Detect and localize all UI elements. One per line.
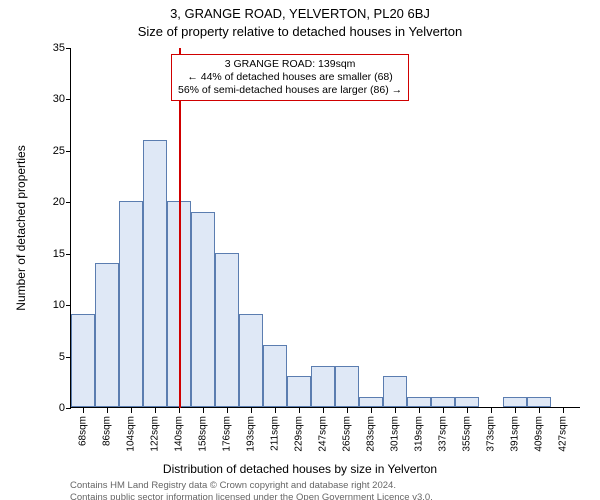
- x-tick-label: 176sqm: [222, 416, 233, 452]
- x-tick-label: 427sqm: [558, 416, 569, 452]
- x-tick-mark: [323, 408, 324, 413]
- x-tick-mark: [395, 408, 396, 413]
- histogram-bar: [311, 366, 335, 407]
- y-tick-label: 20: [41, 196, 65, 208]
- y-axis-label: Number of detached properties: [14, 145, 28, 310]
- histogram-bar: [503, 397, 527, 407]
- page-title: 3, GRANGE ROAD, YELVERTON, PL20 6BJ: [0, 6, 600, 21]
- chart-container: 3, GRANGE ROAD, YELVERTON, PL20 6BJ Size…: [0, 0, 600, 500]
- x-tick-mark: [251, 408, 252, 413]
- histogram-bar: [119, 201, 143, 407]
- y-tick-label: 30: [41, 93, 65, 105]
- annotation-line: 56% of semi-detached houses are larger (…: [178, 84, 402, 97]
- x-tick-mark: [299, 408, 300, 413]
- histogram-bar: [335, 366, 359, 407]
- x-tick-mark: [491, 408, 492, 413]
- x-tick-label: 373sqm: [486, 416, 497, 452]
- x-tick-label: 86sqm: [102, 416, 113, 446]
- x-tick-mark: [227, 408, 228, 413]
- x-tick-mark: [515, 408, 516, 413]
- x-tick-mark: [203, 408, 204, 413]
- y-tick-mark: [66, 305, 71, 306]
- x-tick-label: 158sqm: [198, 416, 209, 452]
- plot-inner: 0510152025303568sqm86sqm104sqm122sqm140s…: [70, 48, 580, 408]
- y-tick-mark: [66, 408, 71, 409]
- histogram-bar: [287, 376, 311, 407]
- x-tick-label: 337sqm: [438, 416, 449, 452]
- x-tick-label: 247sqm: [318, 416, 329, 452]
- y-tick-mark: [66, 48, 71, 49]
- y-tick-label: 25: [41, 145, 65, 157]
- x-tick-label: 140sqm: [174, 416, 185, 452]
- x-tick-label: 391sqm: [510, 416, 521, 452]
- y-tick-mark: [66, 151, 71, 152]
- annotation-line: ← 44% of detached houses are smaller (68…: [178, 71, 402, 84]
- x-tick-label: 229sqm: [294, 416, 305, 452]
- x-tick-label: 122sqm: [150, 416, 161, 452]
- x-tick-label: 355sqm: [462, 416, 473, 452]
- y-tick-label: 10: [41, 299, 65, 311]
- x-tick-label: 409sqm: [534, 416, 545, 452]
- x-tick-mark: [419, 408, 420, 413]
- x-tick-label: 265sqm: [342, 416, 353, 452]
- footer-line-2: Contains public sector information licen…: [70, 492, 433, 500]
- histogram-bar: [191, 212, 215, 407]
- x-tick-mark: [539, 408, 540, 413]
- histogram-bar: [431, 397, 455, 407]
- histogram-bar: [239, 314, 263, 407]
- x-tick-label: 319sqm: [414, 416, 425, 452]
- x-tick-mark: [347, 408, 348, 413]
- histogram-bar: [407, 397, 431, 407]
- histogram-bar: [383, 376, 407, 407]
- x-tick-mark: [155, 408, 156, 413]
- x-tick-label: 193sqm: [246, 416, 257, 452]
- histogram-bar: [71, 314, 95, 407]
- x-tick-mark: [443, 408, 444, 413]
- page-subtitle: Size of property relative to detached ho…: [0, 24, 600, 39]
- annotation-box: 3 GRANGE ROAD: 139sqm← 44% of detached h…: [171, 54, 409, 101]
- x-tick-mark: [131, 408, 132, 413]
- histogram-bar: [527, 397, 551, 407]
- reference-line: [179, 48, 181, 408]
- x-tick-label: 68sqm: [78, 416, 89, 446]
- x-tick-label: 211sqm: [270, 416, 281, 451]
- footer-line-1: Contains HM Land Registry data © Crown c…: [70, 480, 396, 491]
- histogram-bar: [143, 140, 167, 407]
- x-tick-label: 283sqm: [366, 416, 377, 452]
- x-tick-mark: [179, 408, 180, 413]
- annotation-line: 3 GRANGE ROAD: 139sqm: [178, 58, 402, 71]
- y-tick-mark: [66, 202, 71, 203]
- histogram-bar: [359, 397, 383, 407]
- histogram-bar: [215, 253, 239, 407]
- x-tick-label: 104sqm: [126, 416, 137, 452]
- histogram-bar: [455, 397, 479, 407]
- histogram-bar: [263, 345, 287, 407]
- y-tick-label: 35: [41, 42, 65, 54]
- y-tick-mark: [66, 254, 71, 255]
- plot-area: 0510152025303568sqm86sqm104sqm122sqm140s…: [70, 48, 580, 408]
- x-axis-label: Distribution of detached houses by size …: [0, 462, 600, 476]
- y-tick-label: 5: [41, 351, 65, 363]
- y-tick-label: 0: [41, 402, 65, 414]
- x-tick-mark: [467, 408, 468, 413]
- x-tick-mark: [107, 408, 108, 413]
- x-tick-mark: [275, 408, 276, 413]
- histogram-bar: [95, 263, 119, 407]
- y-tick-label: 15: [41, 248, 65, 260]
- x-tick-mark: [371, 408, 372, 413]
- x-tick-mark: [563, 408, 564, 413]
- x-tick-mark: [83, 408, 84, 413]
- x-tick-label: 301sqm: [390, 416, 401, 452]
- y-tick-mark: [66, 99, 71, 100]
